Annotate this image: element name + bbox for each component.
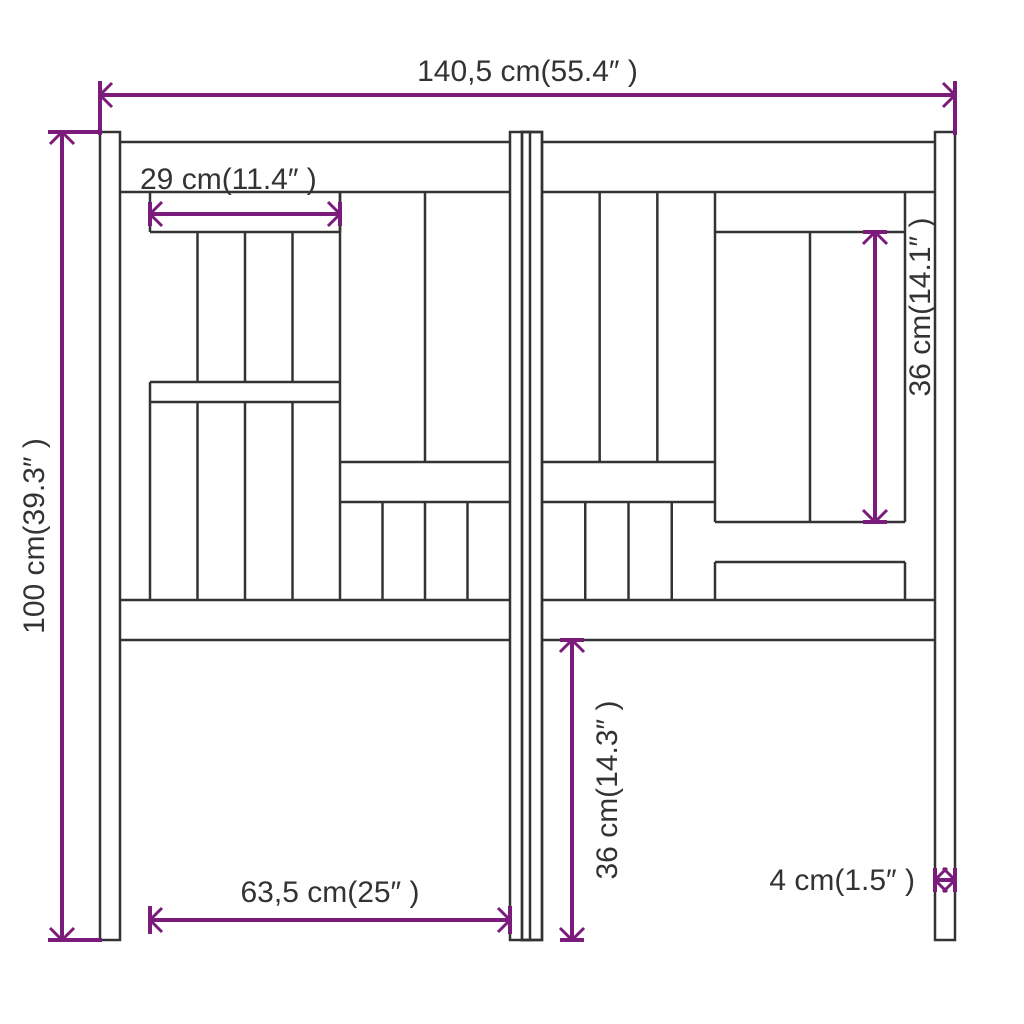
svg-text:36 cm(14.3″ ): 36 cm(14.3″ ) xyxy=(591,700,624,879)
svg-text:36 cm(14.1″ ): 36 cm(14.1″ ) xyxy=(904,217,937,396)
svg-text:140,5 cm(55.4″ ): 140,5 cm(55.4″ ) xyxy=(417,55,638,88)
svg-text:100 cm(39.3″ ): 100 cm(39.3″ ) xyxy=(18,438,51,634)
svg-text:4 cm(1.5″ ): 4 cm(1.5″ ) xyxy=(769,864,915,897)
svg-text:63,5 cm(25″ ): 63,5 cm(25″ ) xyxy=(240,876,419,909)
svg-text:29 cm(11.4″ ): 29 cm(11.4″ ) xyxy=(140,163,317,196)
